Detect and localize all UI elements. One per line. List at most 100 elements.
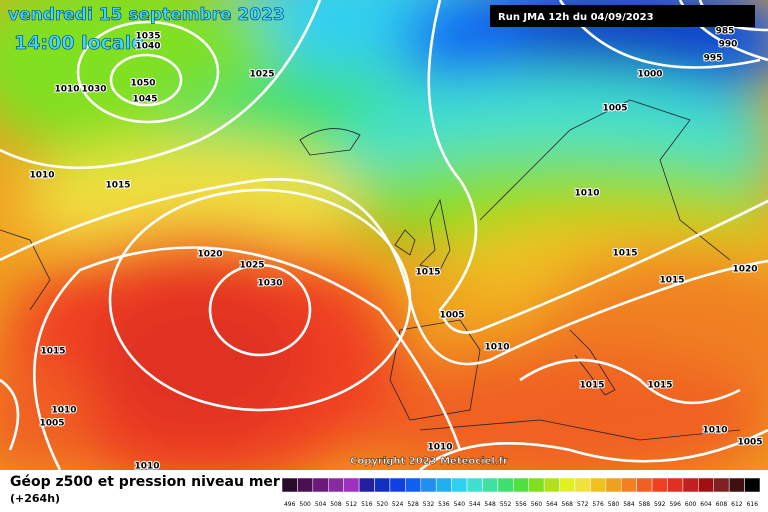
isobar-label: 1005	[439, 311, 464, 321]
isobar-label: 1030	[81, 85, 106, 95]
scale-label: 580	[608, 501, 620, 508]
isobar-label: 995	[704, 54, 723, 64]
isobar-label: 1025	[239, 261, 264, 271]
scale-label: 520	[376, 501, 388, 508]
isobar-label: 1010	[484, 343, 509, 353]
isobar-label: 1015	[659, 276, 684, 286]
scale-label: 596	[669, 501, 681, 508]
scale-cell	[543, 477, 560, 493]
isobar-label: 1010	[51, 406, 76, 416]
scale-cell	[312, 477, 329, 493]
scale-label: 512	[346, 501, 358, 508]
scale-label: 604	[700, 501, 712, 508]
isobar-label: 1005	[602, 104, 627, 114]
isobar-label: 1010	[134, 462, 159, 472]
scale-label: 532	[423, 501, 435, 508]
scale-cell	[328, 477, 344, 493]
isobar-label: 1010	[427, 443, 452, 453]
scale-cell	[667, 477, 684, 493]
scale-cell	[620, 477, 637, 493]
scale-label: 528	[407, 501, 419, 508]
scale-cell	[435, 477, 452, 493]
scale-label: 540	[454, 501, 466, 508]
forecast-time: 14:00 locale	[14, 32, 144, 54]
scale-cell	[728, 477, 745, 493]
scale-label: 548	[484, 501, 496, 508]
scale-cell	[605, 477, 622, 493]
scale-label: 564	[546, 501, 558, 508]
isobar-label: 1020	[197, 250, 222, 260]
scale-cell	[713, 477, 730, 493]
isobar-label: 1000	[637, 70, 662, 80]
scale-label: 516	[361, 501, 373, 508]
scale-cell	[297, 477, 314, 493]
isobar-label: 1025	[249, 70, 274, 80]
isobar-label: 1050	[130, 79, 155, 89]
scale-label: 616	[747, 501, 759, 508]
geopotential-field	[0, 0, 768, 470]
legend-title: Géop z500 et pression niveau mer	[10, 474, 280, 490]
isobar-label: 1010	[702, 426, 727, 436]
scale-label: 556	[515, 501, 527, 508]
isobar-label: 1010	[574, 189, 599, 199]
scale-label: 508	[330, 501, 342, 508]
isobar-label: 1040	[135, 42, 160, 52]
isobar-label: 1045	[132, 95, 157, 105]
scale-label: 572	[577, 501, 589, 508]
scale-label: 612	[731, 501, 743, 508]
scale-cell	[466, 477, 483, 493]
scale-label: 560	[531, 501, 543, 508]
scale-cell	[389, 477, 406, 493]
isobar-label: 1005	[737, 438, 762, 448]
scale-cell	[744, 477, 761, 493]
scale-cell	[343, 477, 360, 493]
scale-cell	[405, 477, 422, 493]
scale-cell	[590, 477, 607, 493]
scale-cell	[636, 477, 653, 493]
scale-cell	[281, 477, 298, 493]
isobar-label: 1015	[612, 249, 637, 259]
isobar-label: 1015	[647, 381, 672, 391]
scale-label: 576	[592, 501, 604, 508]
forecast-date: vendredi 15 septembre 2023	[8, 5, 285, 25]
scale-label: 500	[299, 501, 311, 508]
isobar-label: 1035	[135, 32, 160, 42]
scale-label: 544	[469, 501, 481, 508]
scale-cell	[528, 477, 545, 493]
run-label: Run JMA 12h du 04/09/2023	[498, 12, 654, 23]
scale-label: 504	[315, 501, 327, 508]
scale-label: 608	[716, 501, 728, 508]
scale-cell	[698, 477, 714, 493]
isobar-label: 1015	[40, 347, 65, 357]
scale-cell	[374, 477, 391, 493]
isobar-label: 990	[719, 40, 738, 50]
isobar-label: 1015	[579, 381, 604, 391]
scale-cell	[513, 477, 529, 493]
scale-label: 568	[562, 501, 574, 508]
scale-label: 536	[438, 501, 450, 508]
scale-label: 600	[685, 501, 697, 508]
scale-cell	[482, 477, 499, 493]
lead-time: (+264h)	[10, 492, 60, 505]
scale-label: 588	[639, 501, 651, 508]
coastlines	[0, 99, 741, 441]
isobar-label: 1015	[415, 268, 440, 278]
scale-cell	[559, 477, 576, 493]
scale-label: 552	[500, 501, 512, 508]
isobar-label: 1030	[257, 279, 282, 289]
isobar-label: 1015	[105, 181, 130, 191]
run-box	[490, 5, 755, 27]
isobar-label: 1005	[39, 419, 64, 429]
isobar-label: 1010	[29, 171, 54, 181]
isobar-label: 1020	[732, 265, 757, 275]
scale-cell	[682, 477, 699, 493]
scale-cell	[358, 477, 375, 493]
copyright: Copyright 2023 Meteociel.fr	[350, 456, 508, 467]
scale-label: 496	[284, 501, 296, 508]
isobar-label: 985	[716, 27, 735, 37]
scale-cell	[497, 477, 514, 493]
scale-cell	[574, 477, 591, 493]
isobar-label: 1010	[54, 85, 79, 95]
scale-label: 592	[654, 501, 666, 508]
